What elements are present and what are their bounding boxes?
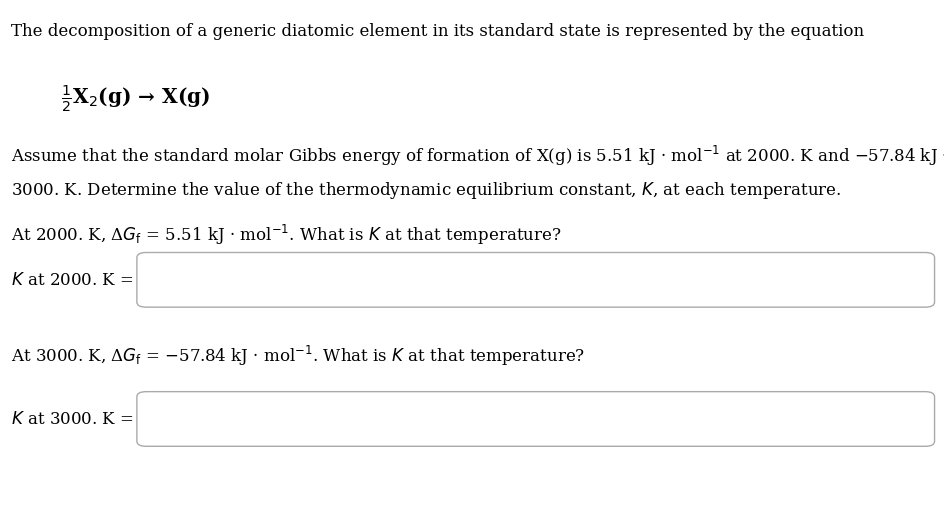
Text: $K$ at 2000. K =: $K$ at 2000. K = (11, 272, 134, 289)
Text: Assume that the standard molar Gibbs energy of formation of X(g) is 5.51 kJ · mo: Assume that the standard molar Gibbs ene… (11, 144, 944, 168)
FancyBboxPatch shape (137, 392, 935, 446)
Text: 3000. K. Determine the value of the thermodynamic equilibrium constant, $K$, at : 3000. K. Determine the value of the ther… (11, 179, 842, 200)
FancyBboxPatch shape (137, 253, 935, 308)
Text: The decomposition of a generic diatomic element in its standard state is represe: The decomposition of a generic diatomic … (11, 23, 865, 40)
Text: $\frac{1}{2}$X$_2$(g) → X(g): $\frac{1}{2}$X$_2$(g) → X(g) (61, 83, 211, 114)
Text: $K$ at 3000. K =: $K$ at 3000. K = (11, 411, 134, 428)
Text: At 2000. K, Δ$G_{\mathrm{f}}$ = 5.51 kJ · mol$^{-1}$. What is $K$ at that temper: At 2000. K, Δ$G_{\mathrm{f}}$ = 5.51 kJ … (11, 222, 562, 246)
Text: At 3000. K, Δ$G_{\mathrm{f}}$ = −57.84 kJ · mol$^{-1}$. What is $K$ at that temp: At 3000. K, Δ$G_{\mathrm{f}}$ = −57.84 k… (11, 343, 585, 368)
